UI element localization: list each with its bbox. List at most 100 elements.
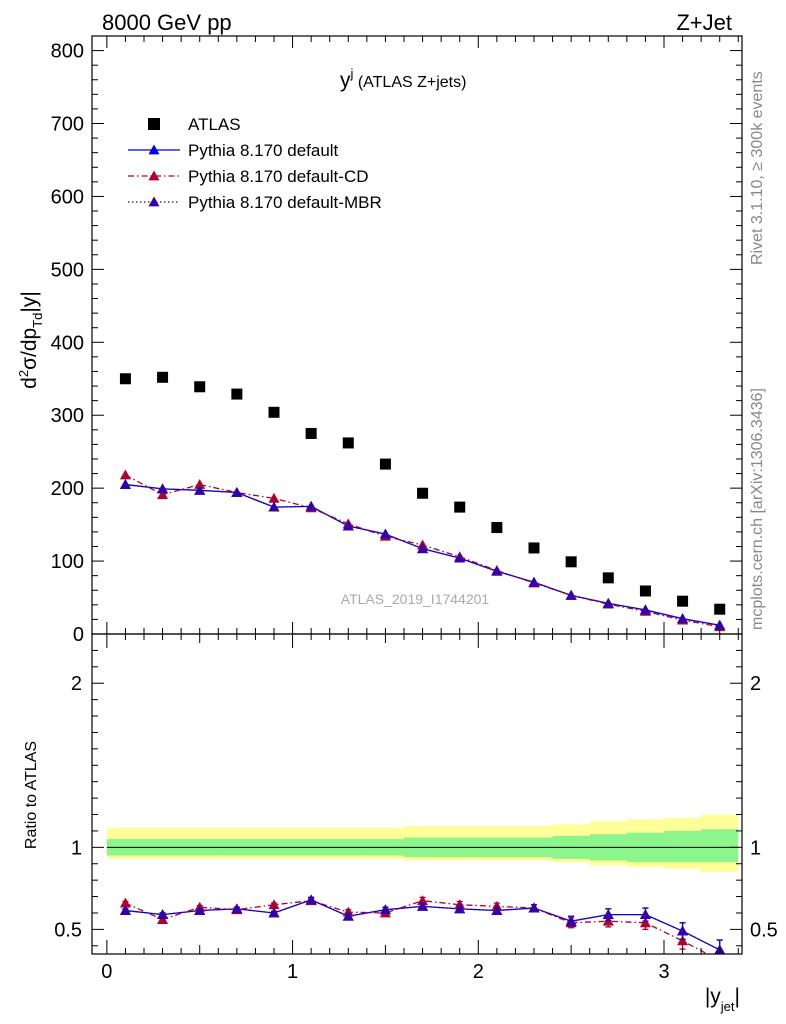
ratio-point [454, 903, 466, 914]
ratio-y-tick-label: 1 [71, 837, 82, 859]
header-right: Z+Jet [676, 10, 732, 35]
data-point-atlas [119, 373, 131, 385]
y-axis-label-top: d2σ/dpTd|y| [16, 291, 45, 389]
x-tick-label: 1 [287, 961, 298, 983]
data-point-atlas [157, 371, 169, 383]
ratio-plot-panel: 0.5 0.5 1 1 2 2 0 1 2 3 Ratio to ATLAS |yjet| [23, 633, 778, 1014]
y-tick-label: 600 [51, 186, 84, 208]
data-point-mc [157, 489, 169, 500]
data-point-atlas [305, 427, 317, 439]
y-axis-label-ratio: Ratio to ATLAS [23, 741, 40, 849]
data-point-mc [528, 576, 540, 587]
y-tick-label: 800 [51, 41, 84, 63]
legend-marker-mc [148, 196, 160, 207]
data-point-mc [454, 552, 466, 563]
data-point-atlas [565, 556, 577, 568]
ratio-point [379, 904, 391, 915]
data-point-mc [342, 520, 354, 531]
data-point-atlas [639, 585, 651, 597]
y-tick-label: 200 [51, 478, 84, 500]
data-point-mc [305, 500, 317, 511]
main-plot-panel: 0 100 200 300 400 500 600 700 800 ATLAS_2019_I17… [16, 35, 743, 646]
data-point-atlas [714, 603, 726, 615]
data-point-mc [417, 543, 429, 554]
data-point-mc [194, 479, 206, 489]
data-point-atlas [677, 595, 689, 607]
ratio-point [119, 905, 131, 915]
data-point-mc [602, 597, 614, 608]
legend-label: Pythia 8.170 default [188, 141, 339, 160]
legend-label: Pythia 8.170 default-CD [188, 167, 369, 186]
ratio-point [342, 910, 354, 921]
legend-label: Pythia 8.170 default-MBR [188, 193, 382, 212]
ratio-point [528, 902, 540, 913]
data-point-mc [231, 487, 243, 497]
ratio-plot-frame [91, 633, 743, 955]
legend-label: ATLAS [188, 115, 241, 134]
data-point-mc [565, 589, 577, 600]
ratio-y-tick-label-right: 0.5 [750, 919, 778, 941]
y-tick-label: 300 [51, 405, 84, 427]
ratio-point [157, 909, 169, 920]
x-axis-label: |yjet| [705, 985, 740, 1014]
ratio-point [194, 905, 206, 915]
ratio-point [305, 894, 317, 905]
data-point-mc [379, 528, 391, 539]
ratio-y-tick-label: 0.5 [54, 919, 82, 941]
ratio-point [714, 955, 725, 965]
data-point-atlas [454, 501, 466, 513]
y-tick-label: 100 [51, 551, 84, 573]
ratio-point [231, 903, 243, 914]
data-point-atlas [342, 437, 354, 449]
ratio-point [565, 915, 577, 926]
data-point-atlas [602, 572, 614, 584]
ratio-y-tick-label-right: 1 [750, 837, 761, 859]
ratio-y-tick-label-right: 2 [750, 673, 761, 695]
ratio-point [639, 917, 651, 928]
data-point-mc [157, 483, 169, 494]
side-label-rivet: Rivet 3.1.10, ≥ 300k events [749, 71, 766, 265]
legend: ATLAS Pythia 8.170 default Pythia 8.170 de… [128, 115, 382, 212]
legend-marker-mc [148, 144, 160, 155]
ratio-point [491, 905, 503, 915]
data-point-atlas [379, 458, 391, 470]
side-label-mcplots: mcplots.cern.ch [arXiv:1306.3436] [749, 388, 766, 630]
y-tick-label: 500 [51, 259, 84, 281]
data-point-atlas [528, 542, 540, 554]
ratio-point [677, 925, 689, 936]
ratio-point [268, 899, 280, 910]
y-tick-label: 400 [51, 332, 84, 354]
data-point-atlas [268, 406, 280, 418]
data-point-mc [714, 619, 726, 630]
header-left: 8000 GeV pp [102, 10, 232, 35]
y-tick-label: 700 [51, 114, 84, 136]
y-tick-label: 0 [73, 624, 84, 646]
legend-marker-atlas [148, 118, 160, 130]
data-point-atlas [491, 522, 503, 534]
ratio-point [417, 900, 429, 911]
x-tick-label: 3 [658, 961, 669, 983]
data-point-mc [677, 613, 689, 624]
data-point-mc [268, 492, 280, 503]
uncertainty-band-stat [106, 829, 739, 863]
data-point-mc [268, 501, 280, 512]
data-point-mc [119, 479, 131, 489]
ratio-point [677, 935, 689, 946]
legend-marker-mc [148, 170, 160, 181]
plot-title: yj (ATLAS Z+jets) [340, 66, 466, 92]
data-point-mc [639, 604, 651, 615]
data-point-atlas [417, 487, 429, 499]
data-point-mc [491, 565, 503, 576]
data-point-mc [119, 469, 131, 480]
ratio-y-tick-label: 2 [71, 673, 82, 695]
ratio-point [639, 909, 651, 920]
ratio-point [119, 897, 131, 908]
x-tick-label: 2 [473, 961, 484, 983]
ratio-point [268, 907, 280, 918]
watermark-analysis-id: ATLAS_2019_I1744201 [341, 591, 490, 607]
data-point-atlas [194, 381, 206, 393]
data-point-atlas [231, 388, 243, 400]
x-tick-label: 0 [101, 961, 112, 983]
ratio-point [602, 909, 614, 920]
